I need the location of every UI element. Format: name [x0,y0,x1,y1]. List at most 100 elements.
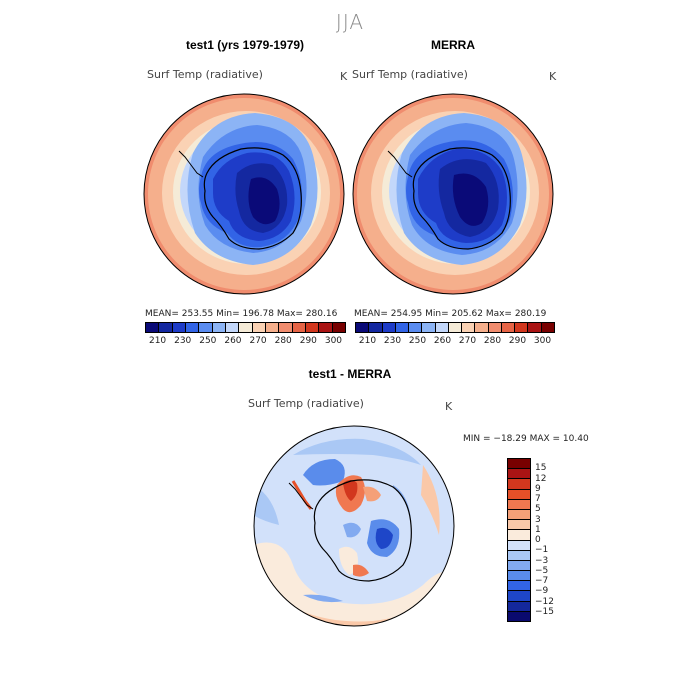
panel2-variable-label: Surf Temp (radiative) [352,68,468,81]
colorbar-swatch [279,323,293,332]
colorbar-tick-label: 250 [408,336,427,346]
colorbar-swatch [265,323,280,332]
colorbar-tick-label: 290 [508,336,527,346]
colorbar-tick-label: 3 [535,514,541,525]
colorbar-swatch [508,560,530,572]
colorbar-swatch [508,611,530,621]
colorbar-swatch [508,499,530,510]
colorbar-swatch [395,323,410,332]
colorbar-tick-label: 5 [535,504,541,515]
colorbar-swatch [501,323,516,332]
colorbar-swatch [319,323,333,332]
colorbar-swatch [252,323,266,332]
diff-panel-units-label: K [445,400,453,413]
colorbar-tick-label: −3 [535,555,549,566]
colorbar-swatch [332,323,345,332]
colorbar-swatch [541,323,554,332]
colorbar-swatch [305,323,320,332]
colorbar-tick-label: 9 [535,483,541,494]
panel2-stats: MEAN= 254.95 Min= 205.62 Max= 280.19 [354,309,547,319]
colorbar-swatch [508,550,530,561]
diff-panel-variable-label: Surf Temp (radiative) [248,397,364,410]
colorbar-swatch [199,323,213,332]
colorbar-tick-label: 0 [535,535,541,545]
colorbar-swatch [508,540,530,551]
panel2-title: MERRA [431,38,475,52]
colorbar-swatch [528,323,542,332]
panel2-units-label: K [549,70,557,83]
colorbar-tick-label: −5 [535,565,549,576]
panel1-variable-label: Surf Temp (radiative) [147,68,263,81]
colorbar-swatch [212,323,226,332]
colorbar-swatch [292,323,306,332]
colorbar-tick-label: 280 [274,336,292,346]
colorbar-tick-label: −15 [535,606,554,617]
colorbar-tick-label: 260 [433,336,452,346]
colorbar-swatch [448,323,463,332]
diff-colorbar-ticks: 15 12 9 7 5 3 1 0 −1 −3 −5 −7 −9 −12 −15 [535,458,575,620]
colorbar-swatch [508,581,530,592]
colorbar-tick-label: 290 [299,336,317,346]
panel2-contour-field [353,94,553,294]
panel1-units-label: K [340,70,348,83]
panel1-colorbar [145,322,346,333]
colorbar-swatch [369,323,383,332]
panel2-colorbar-ticks: 210 230 250 260 270 280 290 300 [355,336,553,348]
colorbar-tick-label: 270 [458,336,477,346]
colorbar-tick-label: −12 [535,596,554,607]
panel1-stats: MEAN= 253.55 Min= 196.78 Max= 280.16 [145,309,338,319]
colorbar-swatch [508,469,530,480]
colorbar-tick-label: 210 [148,336,167,346]
colorbar-tick-label: 15 [535,463,547,474]
colorbar-swatch [159,323,173,332]
colorbar-tick-label: 280 [483,336,502,346]
colorbar-tick-label: 12 [535,473,547,484]
colorbar-tick-label: 1 [535,524,541,535]
colorbar-tick-label: 230 [174,336,192,346]
colorbar-tick-label: 260 [224,336,242,346]
colorbar-tick-label: 300 [324,336,343,346]
colorbar-swatch [382,323,396,332]
colorbar-swatch [515,323,529,332]
colorbar-swatch [508,530,530,541]
colorbar-tick-label: 270 [249,336,267,346]
colorbar-swatch [239,323,253,332]
panel1-polar-map [143,93,345,295]
colorbar-swatch [508,520,530,531]
colorbar-swatch [508,479,530,490]
colorbar-swatch [172,323,186,332]
colorbar-tick-label: −7 [535,576,549,586]
diff-colorbar [507,458,531,622]
colorbar-swatch [508,459,530,470]
colorbar-swatch [488,323,502,332]
colorbar-swatch [475,323,489,332]
colorbar-swatch [508,509,530,521]
panel2-polar-map [352,93,554,295]
colorbar-tick-label: 250 [199,336,217,346]
colorbar-swatch [462,323,476,332]
diff-panel-stats: MIN = −18.29 MAX = 10.40 [463,434,589,444]
colorbar-swatch [422,323,436,332]
figure-title: JJA [335,10,365,34]
colorbar-swatch [146,323,160,332]
diff-panel-title: test1 - MERRA [308,367,392,381]
diff-contour-field [254,426,454,626]
colorbar-tick-label: 230 [383,336,402,346]
colorbar-tick-label: 7 [535,494,541,504]
colorbar-tick-label: 300 [533,336,552,346]
colorbar-swatch [508,489,530,500]
colorbar-swatch [225,323,240,332]
colorbar-swatch [508,591,530,602]
colorbar-swatch [409,323,423,332]
diff-polar-map [253,425,455,627]
colorbar-swatch [435,323,449,332]
colorbar-swatch [356,323,370,332]
panel1-contour-field [144,94,344,294]
colorbar-tick-label: 210 [358,336,377,346]
colorbar-swatch [185,323,200,332]
panel2-colorbar [355,322,555,333]
panel1-title: test1 (yrs 1979-1979) [185,38,305,52]
panel1-colorbar-ticks: 210 230 250 260 270 280 290 300 [145,336,344,348]
colorbar-tick-label: −9 [535,586,549,597]
colorbar-swatch [508,571,530,582]
